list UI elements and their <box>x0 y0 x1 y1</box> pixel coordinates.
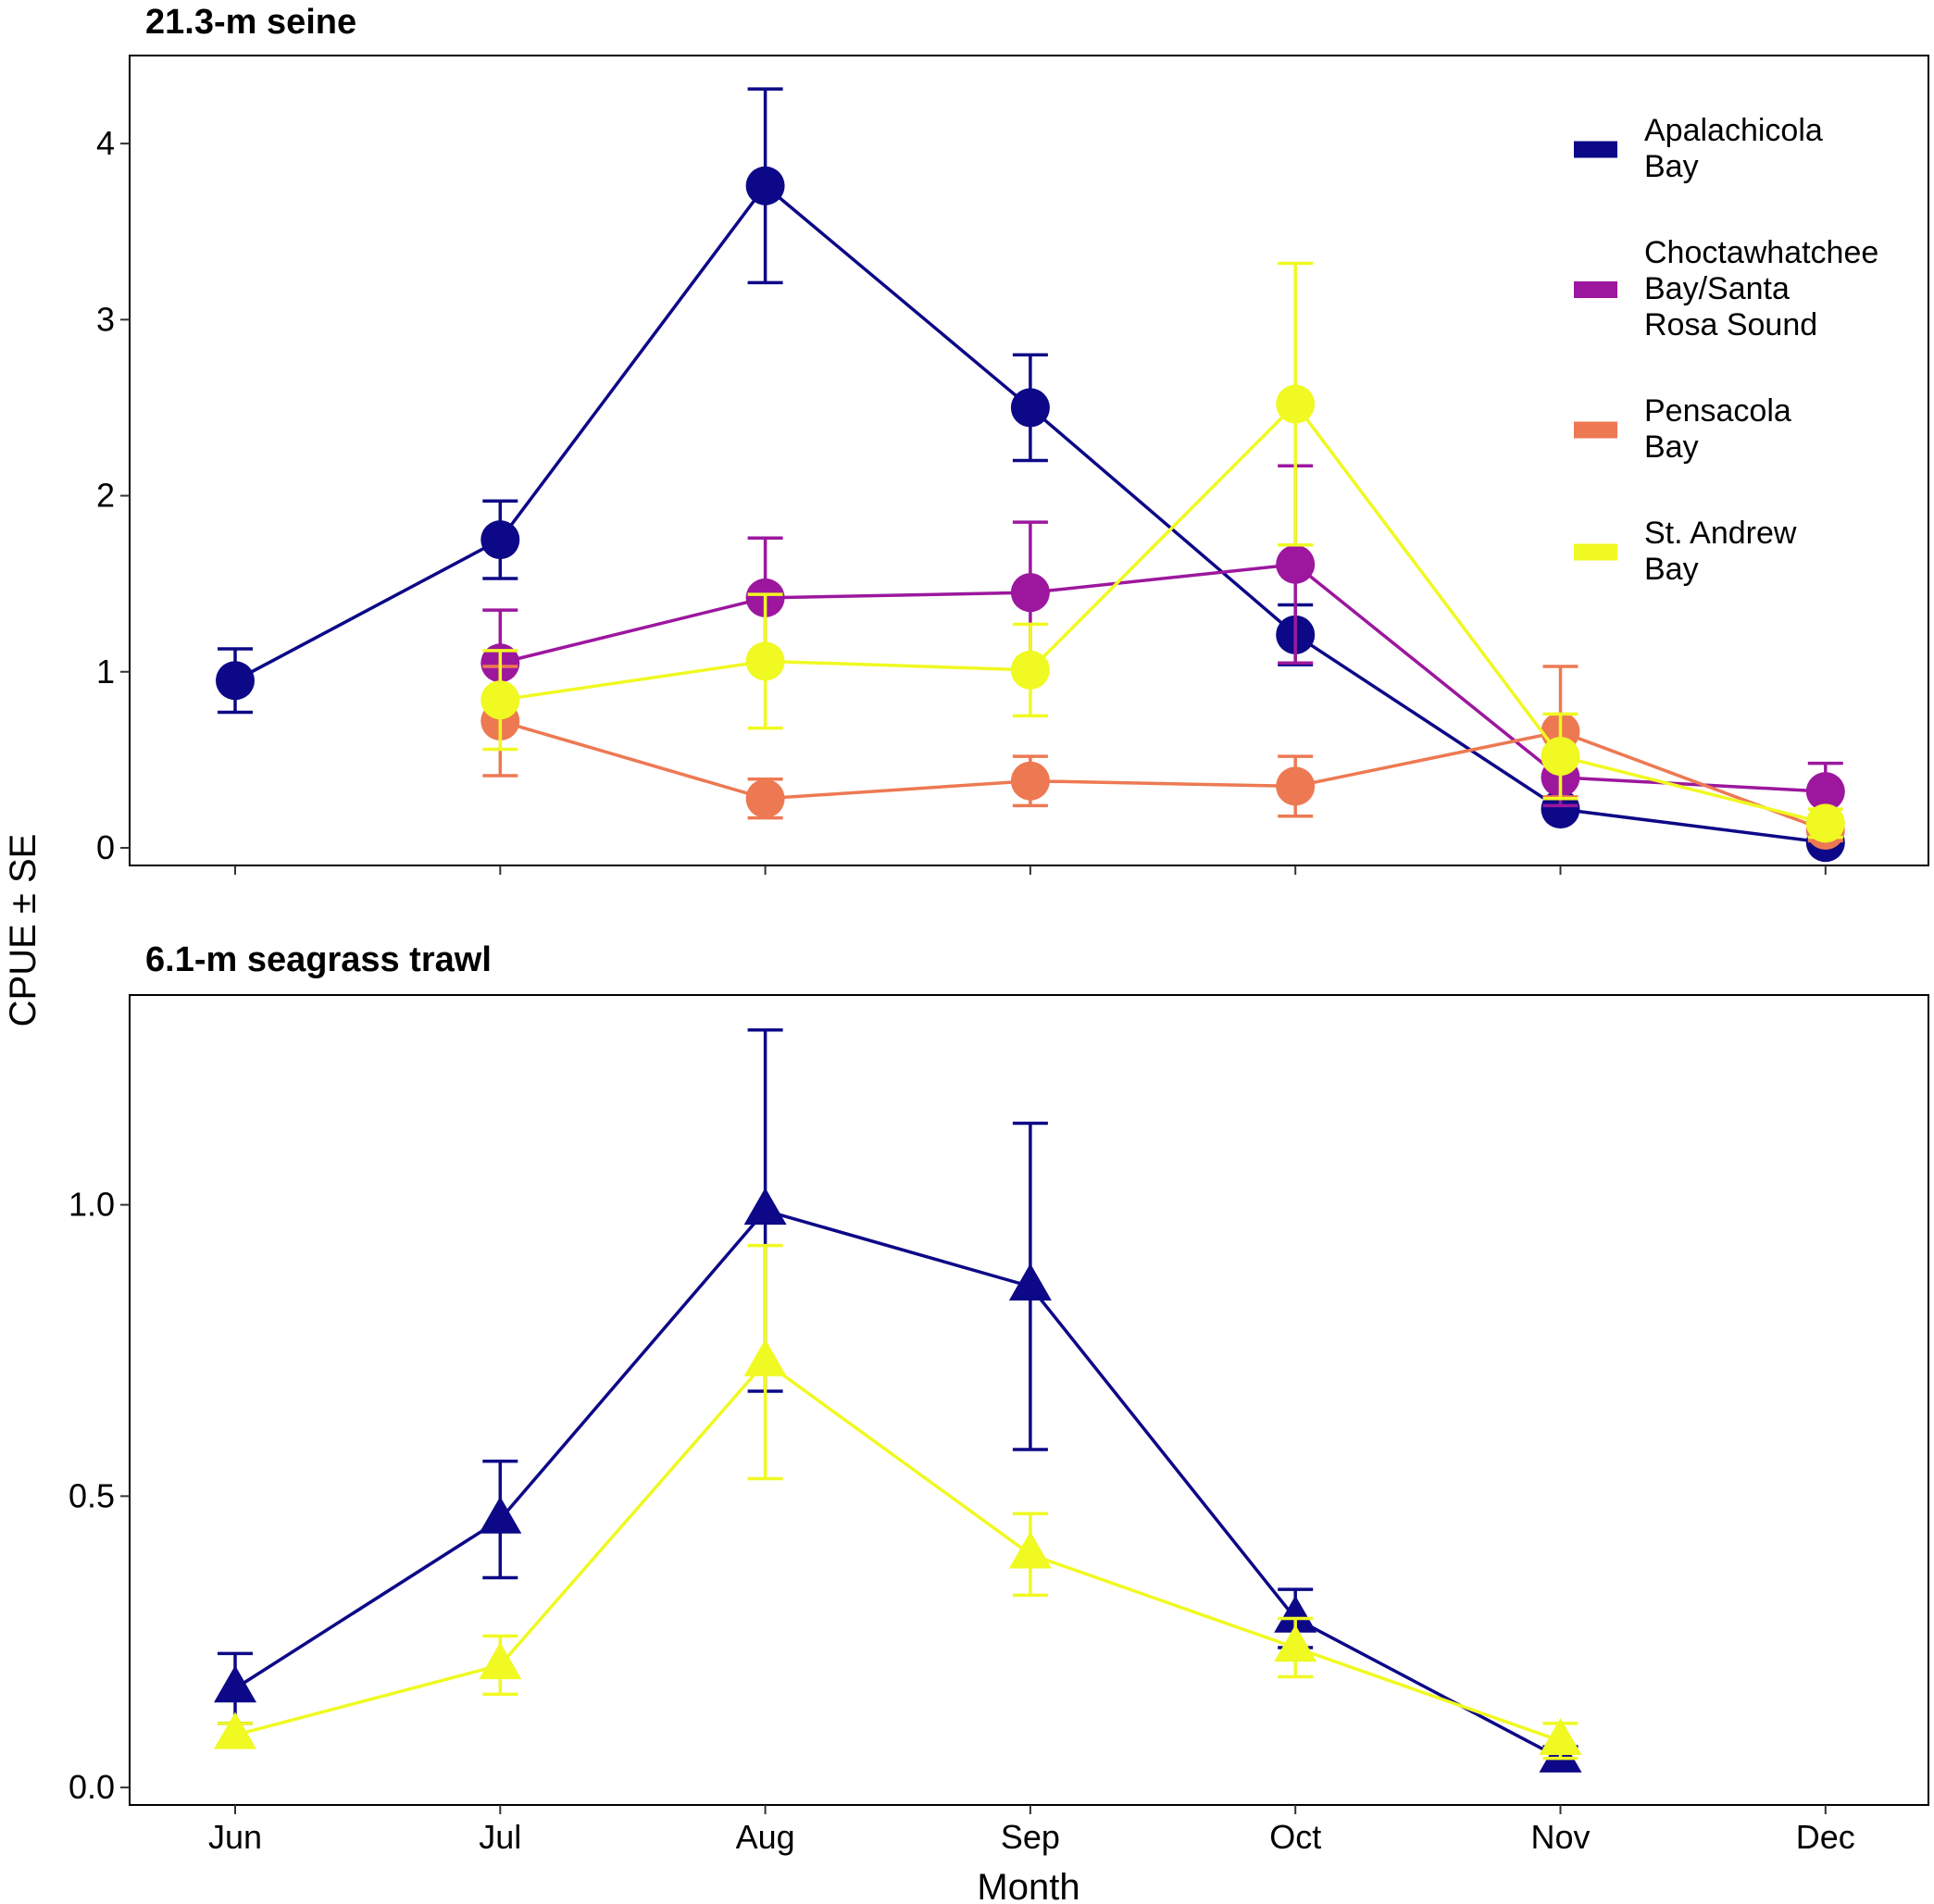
legend-swatch <box>1574 543 1617 561</box>
legend-label: Pensacola <box>1644 393 1791 429</box>
y-tick-label: 0.5 <box>69 1476 115 1514</box>
legend: ApalachicolaBayChoctawhatcheeBay/SantaRo… <box>1574 113 1878 587</box>
data-point <box>480 680 520 720</box>
data-point <box>1010 761 1050 801</box>
data-point <box>1805 803 1845 843</box>
legend-label: Bay/Santa <box>1644 271 1790 306</box>
data-point <box>1541 737 1580 777</box>
plot-frame <box>129 994 1929 1806</box>
y-tick-label: 0.0 <box>69 1768 115 1806</box>
y-tick-label: 1.0 <box>69 1186 115 1224</box>
series-line-st-andrew-bay <box>500 402 1827 826</box>
series-line-st-andrew-bay <box>234 1360 1562 1743</box>
data-point <box>745 166 785 205</box>
trawl-panel: 0.0 0.5 1.0 Jun Jul Aug Sep Oct Nov Dec <box>69 994 1929 1856</box>
data-point <box>1010 650 1050 690</box>
series-choctawhatchee-bay-santa-rosa-sound <box>480 464 1845 822</box>
series-line-pensacola-bay <box>499 719 1827 832</box>
x-tick-label: Sep <box>1001 1818 1060 1856</box>
legend-label: Bay <box>1644 552 1699 587</box>
series-line-choctawhatchee-bay-santa-rosa-sound <box>499 562 1826 793</box>
x-tick-label: Nov <box>1530 1818 1590 1856</box>
legend-label: Bay <box>1644 429 1699 465</box>
data-point <box>1276 766 1316 806</box>
data-point <box>1805 772 1845 812</box>
x-axis-title: Month <box>977 1867 1079 1904</box>
series-pensacola-bay <box>480 665 1845 850</box>
y-tick-label: 3 <box>96 300 115 338</box>
series-line-apalachicola-bay <box>234 1209 1562 1761</box>
data-point <box>1539 1717 1582 1755</box>
legend-label: Apalachicola <box>1644 113 1823 148</box>
legend-swatch <box>1574 141 1617 158</box>
data-point <box>1010 573 1050 613</box>
data-point <box>745 641 785 681</box>
x-tick-label: Oct <box>1269 1818 1321 1856</box>
series-apalachicola-bay <box>214 1028 1582 1773</box>
y-axis-title: CPUE ± SE <box>3 834 44 1027</box>
x-tick-label: Dec <box>1796 1818 1855 1856</box>
data-point <box>214 1711 256 1749</box>
data-point <box>214 1665 256 1703</box>
seine-panel: 0 1 2 3 4 <box>96 55 1929 875</box>
data-point <box>743 1188 787 1226</box>
plot-frame <box>129 55 1929 866</box>
data-point <box>479 1642 522 1680</box>
y-tick-label: 4 <box>96 124 115 162</box>
data-point <box>480 520 520 560</box>
data-point <box>1274 1595 1317 1633</box>
data-point <box>1274 1624 1317 1662</box>
legend-label: Bay <box>1644 149 1699 184</box>
data-point <box>1010 388 1050 428</box>
x-tick-label: Jul <box>479 1818 521 1856</box>
legend-label: St. Andrew <box>1644 516 1797 551</box>
legend-label: Rosa Sound <box>1644 307 1817 342</box>
y-tick-label: 0 <box>96 828 115 866</box>
legend-label: Choctawhatchee <box>1644 235 1878 270</box>
x-tick-label: Aug <box>736 1818 795 1856</box>
data-point <box>1276 384 1316 424</box>
data-point <box>743 1338 787 1376</box>
data-point <box>1008 1263 1052 1300</box>
series-st-andrew-bay <box>480 261 1845 843</box>
y-tick-label: 2 <box>96 477 115 515</box>
data-point <box>745 778 785 818</box>
x-tick-label: Jun <box>208 1818 262 1856</box>
data-point <box>479 1496 522 1534</box>
bottom-panel-title: 6.1-m seagrass trawl <box>145 940 492 979</box>
data-point <box>216 661 255 701</box>
legend-swatch <box>1574 421 1617 439</box>
y-tick-label: 1 <box>96 653 115 691</box>
legend-swatch <box>1574 281 1617 298</box>
data-point <box>1008 1531 1052 1569</box>
series-st-andrew-bay <box>214 1243 1582 1761</box>
top-panel-title: 21.3-m seine <box>145 3 356 42</box>
data-point <box>1276 544 1316 584</box>
